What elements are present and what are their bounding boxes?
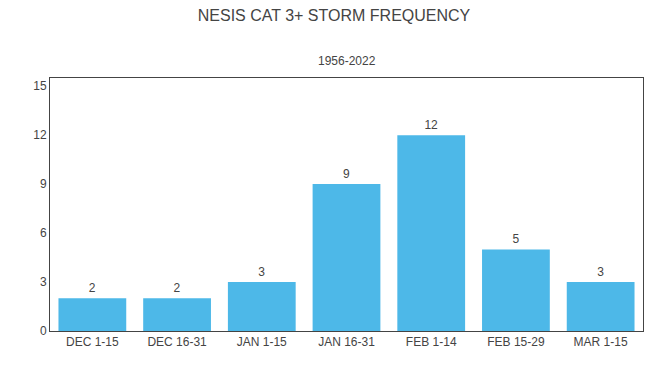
svg-text:12: 12 <box>424 118 438 132</box>
svg-text:3: 3 <box>258 265 265 279</box>
svg-text:9: 9 <box>343 167 350 181</box>
svg-text:0: 0 <box>40 324 47 338</box>
svg-text:15: 15 <box>33 79 47 93</box>
svg-text:2: 2 <box>89 281 96 295</box>
svg-text:JAN 16-31: JAN 16-31 <box>318 335 375 349</box>
svg-text:9: 9 <box>40 177 47 191</box>
svg-text:FEB 1-14: FEB 1-14 <box>406 335 457 349</box>
svg-text:2: 2 <box>174 281 181 295</box>
svg-text:DEC 1-15: DEC 1-15 <box>66 335 119 349</box>
svg-text:3: 3 <box>597 265 604 279</box>
svg-text:JAN 1-15: JAN 1-15 <box>237 335 287 349</box>
svg-text:MAR 1-15: MAR 1-15 <box>574 335 628 349</box>
svg-text:DEC 16-31: DEC 16-31 <box>147 335 207 349</box>
svg-text:6: 6 <box>40 226 47 240</box>
svg-text:5: 5 <box>512 232 519 246</box>
svg-text:1956-2022: 1956-2022 <box>318 54 376 68</box>
svg-text:12: 12 <box>33 128 47 142</box>
svg-text:FEB 15-29: FEB 15-29 <box>487 335 545 349</box>
svg-text:3: 3 <box>40 275 47 289</box>
svg-text:NESIS CAT 3+ STORM FREQUENCY: NESIS CAT 3+ STORM FREQUENCY <box>198 7 471 24</box>
